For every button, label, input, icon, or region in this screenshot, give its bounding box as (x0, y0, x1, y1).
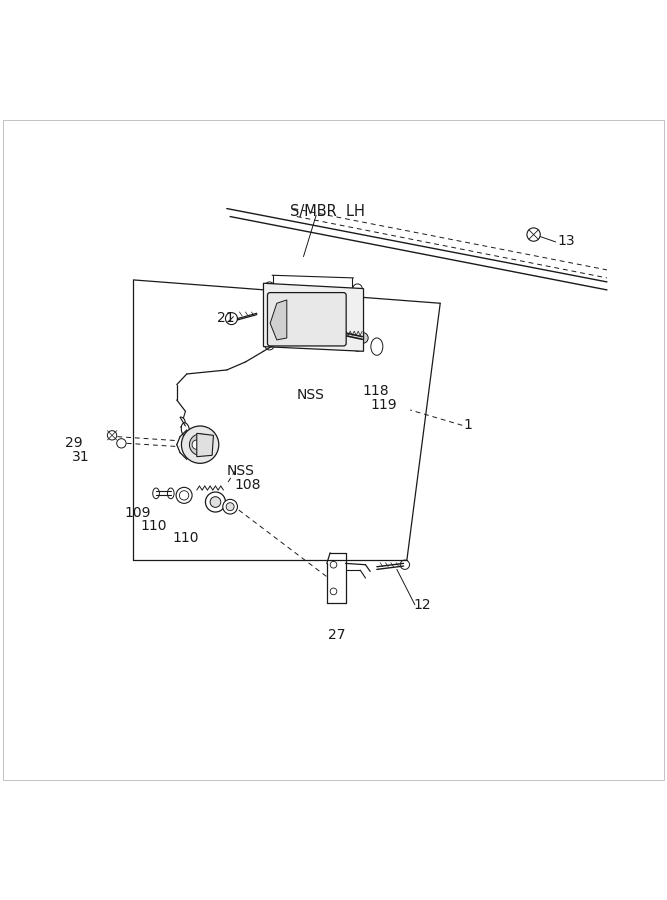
Circle shape (293, 310, 316, 332)
Circle shape (317, 312, 334, 330)
Circle shape (189, 434, 211, 455)
Text: S/MBR  LH: S/MBR LH (290, 203, 365, 219)
Circle shape (192, 440, 201, 449)
Circle shape (270, 306, 297, 333)
Text: 110: 110 (140, 519, 167, 533)
Text: 31: 31 (72, 450, 89, 464)
Ellipse shape (176, 488, 192, 503)
Circle shape (265, 282, 274, 292)
Circle shape (225, 312, 237, 325)
Polygon shape (197, 433, 213, 456)
Polygon shape (263, 284, 364, 351)
Ellipse shape (205, 492, 225, 512)
Text: 110: 110 (172, 531, 199, 545)
Ellipse shape (181, 423, 189, 437)
Text: 13: 13 (557, 234, 574, 248)
Circle shape (181, 426, 219, 464)
Circle shape (400, 560, 410, 570)
Ellipse shape (371, 338, 383, 356)
Circle shape (117, 438, 126, 448)
Circle shape (265, 340, 274, 350)
Text: NSS: NSS (297, 388, 325, 402)
Ellipse shape (226, 503, 234, 510)
Ellipse shape (223, 500, 237, 514)
Text: 108: 108 (235, 479, 261, 492)
Text: 119: 119 (370, 398, 397, 411)
Circle shape (107, 431, 117, 440)
Ellipse shape (167, 488, 174, 499)
Polygon shape (270, 300, 287, 340)
Circle shape (358, 333, 368, 343)
Circle shape (353, 284, 362, 293)
Text: 27: 27 (328, 628, 346, 643)
FancyBboxPatch shape (267, 292, 346, 346)
Circle shape (353, 342, 362, 351)
Ellipse shape (153, 488, 159, 499)
Text: 29: 29 (65, 436, 83, 450)
Text: 12: 12 (414, 598, 431, 612)
Circle shape (330, 588, 337, 595)
Text: 109: 109 (124, 506, 151, 519)
Text: 21: 21 (217, 310, 234, 325)
Text: 118: 118 (362, 384, 389, 399)
Ellipse shape (179, 491, 189, 500)
Circle shape (299, 315, 311, 327)
Circle shape (527, 228, 540, 241)
Circle shape (276, 312, 291, 327)
Circle shape (330, 562, 337, 568)
Ellipse shape (210, 497, 221, 508)
Text: NSS: NSS (227, 464, 255, 478)
Text: 1: 1 (464, 418, 472, 432)
